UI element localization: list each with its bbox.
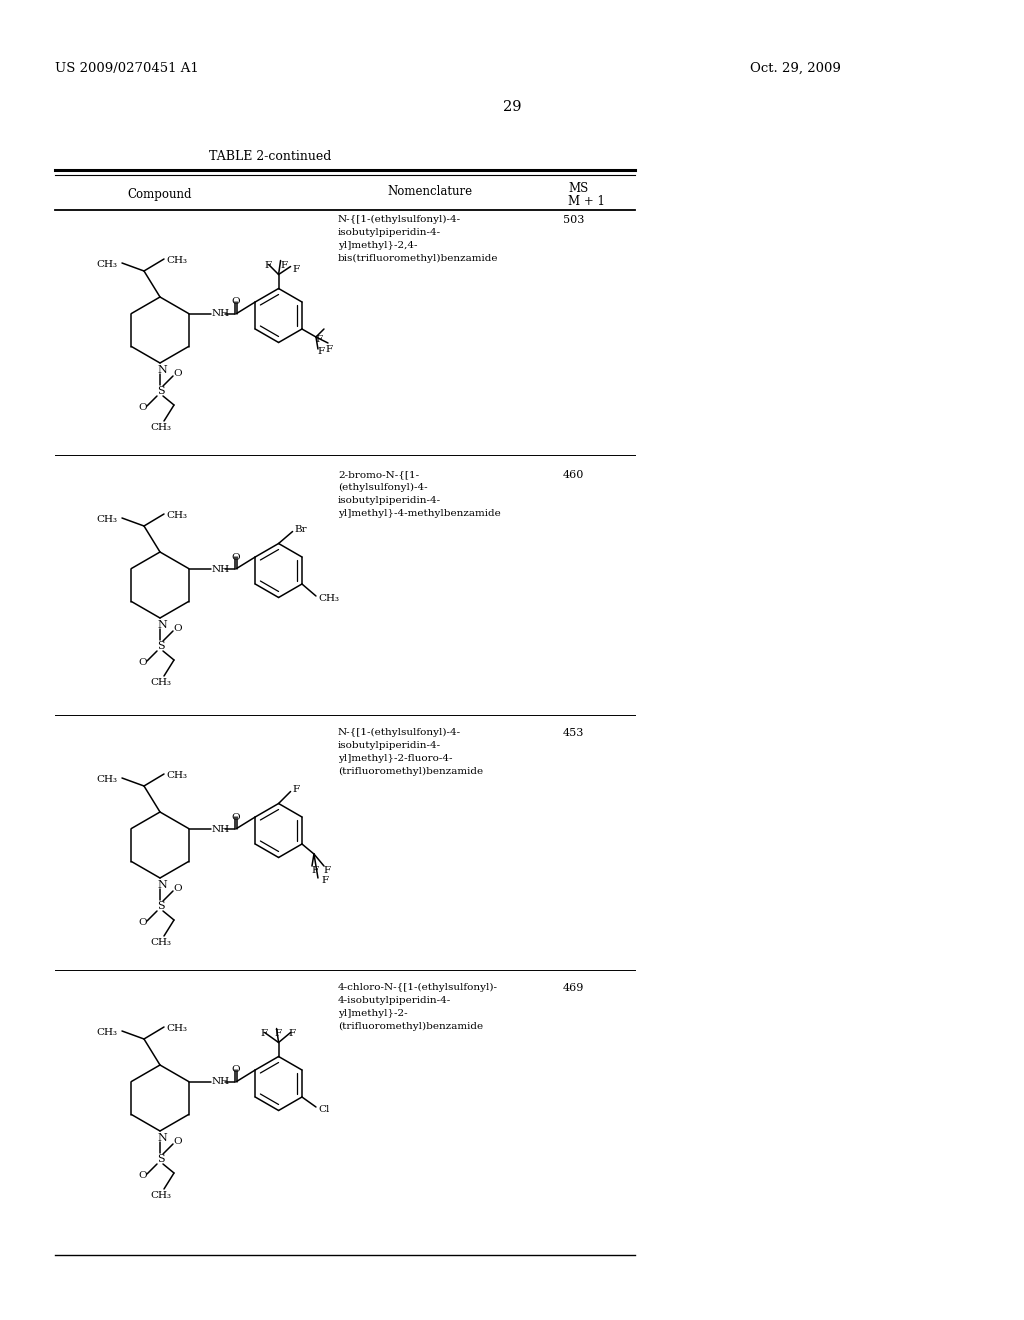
Text: O: O bbox=[231, 297, 241, 306]
Text: 2-bromo-N-{[1-: 2-bromo-N-{[1- bbox=[338, 470, 419, 479]
Text: Compound: Compound bbox=[128, 187, 193, 201]
Text: F: F bbox=[274, 1028, 282, 1038]
Text: NH: NH bbox=[212, 565, 229, 573]
Text: F: F bbox=[318, 347, 325, 356]
Text: Nomenclature: Nomenclature bbox=[387, 185, 472, 198]
Text: NH: NH bbox=[212, 1077, 229, 1086]
Text: CH₃: CH₃ bbox=[166, 1024, 187, 1034]
Text: O: O bbox=[138, 917, 146, 927]
Text: N-{[1-(ethylsulfonyl)-4-: N-{[1-(ethylsulfonyl)-4- bbox=[338, 729, 461, 737]
Text: MS: MS bbox=[568, 182, 588, 195]
Text: S: S bbox=[157, 1154, 165, 1164]
Text: 503: 503 bbox=[563, 215, 585, 224]
Text: O: O bbox=[231, 553, 241, 561]
Text: F: F bbox=[264, 260, 271, 269]
Text: F: F bbox=[324, 866, 331, 875]
Text: TABLE 2-continued: TABLE 2-continued bbox=[209, 150, 331, 162]
Text: 4-chloro-N-{[1-(ethylsulfonyl)-: 4-chloro-N-{[1-(ethylsulfonyl)- bbox=[338, 983, 498, 993]
Text: N: N bbox=[157, 366, 167, 375]
Text: CH₃: CH₃ bbox=[166, 511, 187, 520]
Text: O: O bbox=[173, 624, 181, 634]
Text: S: S bbox=[157, 642, 165, 651]
Text: N-{[1-(ethylsulfonyl)-4-: N-{[1-(ethylsulfonyl)-4- bbox=[338, 215, 461, 224]
Text: isobutylpiperidin-4-: isobutylpiperidin-4- bbox=[338, 741, 441, 750]
Text: O: O bbox=[173, 1137, 181, 1146]
Text: CH₃: CH₃ bbox=[96, 775, 117, 784]
Text: M + 1: M + 1 bbox=[568, 195, 605, 209]
Text: O: O bbox=[138, 403, 146, 412]
Text: bis(trifluoromethyl)benzamide: bis(trifluoromethyl)benzamide bbox=[338, 253, 499, 263]
Text: NH: NH bbox=[212, 825, 229, 833]
Text: 29: 29 bbox=[503, 100, 521, 114]
Text: CH₃: CH₃ bbox=[96, 515, 117, 524]
Text: isobutylpiperidin-4-: isobutylpiperidin-4- bbox=[338, 496, 441, 506]
Text: CH₃: CH₃ bbox=[150, 1191, 171, 1200]
Text: (trifluoromethyl)benzamide: (trifluoromethyl)benzamide bbox=[338, 767, 483, 776]
Text: CH₃: CH₃ bbox=[166, 256, 187, 265]
Text: CH₃: CH₃ bbox=[150, 678, 171, 686]
Text: F: F bbox=[326, 345, 333, 354]
Text: F: F bbox=[293, 785, 300, 795]
Text: O: O bbox=[231, 813, 241, 821]
Text: 469: 469 bbox=[563, 983, 585, 993]
Text: N: N bbox=[157, 620, 167, 630]
Text: O: O bbox=[231, 1065, 241, 1074]
Text: O: O bbox=[173, 370, 181, 378]
Text: 4-isobutylpiperidin-4-: 4-isobutylpiperidin-4- bbox=[338, 997, 452, 1005]
Text: yl]methyl}-2-fluoro-4-: yl]methyl}-2-fluoro-4- bbox=[338, 754, 453, 763]
Text: N: N bbox=[157, 1133, 167, 1143]
Text: US 2009/0270451 A1: US 2009/0270451 A1 bbox=[55, 62, 199, 75]
Text: yl]methyl}-2,4-: yl]methyl}-2,4- bbox=[338, 242, 418, 249]
Text: F: F bbox=[260, 1028, 267, 1038]
Text: 453: 453 bbox=[563, 729, 585, 738]
Text: Cl: Cl bbox=[318, 1105, 330, 1114]
Text: O: O bbox=[138, 657, 146, 667]
Text: S: S bbox=[157, 385, 165, 396]
Text: O: O bbox=[138, 1171, 146, 1180]
Text: NH: NH bbox=[212, 309, 229, 318]
Text: yl]methyl}-2-: yl]methyl}-2- bbox=[338, 1008, 408, 1018]
Text: Oct. 29, 2009: Oct. 29, 2009 bbox=[750, 62, 841, 75]
Text: CH₃: CH₃ bbox=[318, 594, 339, 603]
Text: CH₃: CH₃ bbox=[150, 939, 171, 946]
Text: CH₃: CH₃ bbox=[96, 1028, 117, 1038]
Text: yl]methyl}-4-methylbenzamide: yl]methyl}-4-methylbenzamide bbox=[338, 510, 501, 517]
Text: CH₃: CH₃ bbox=[166, 771, 187, 780]
Text: isobutylpiperidin-4-: isobutylpiperidin-4- bbox=[338, 228, 441, 238]
Text: F: F bbox=[293, 264, 300, 273]
Text: F: F bbox=[312, 866, 319, 875]
Text: F: F bbox=[322, 876, 329, 884]
Text: (trifluoromethyl)benzamide: (trifluoromethyl)benzamide bbox=[338, 1022, 483, 1031]
Text: S: S bbox=[157, 902, 165, 911]
Text: F: F bbox=[316, 335, 324, 345]
Text: (ethylsulfonyl)-4-: (ethylsulfonyl)-4- bbox=[338, 483, 428, 492]
Text: N: N bbox=[157, 880, 167, 890]
Text: O: O bbox=[173, 884, 181, 894]
Text: 460: 460 bbox=[563, 470, 585, 480]
Text: CH₃: CH₃ bbox=[150, 422, 171, 432]
Text: Br: Br bbox=[295, 525, 307, 535]
Text: F: F bbox=[289, 1028, 296, 1038]
Text: CH₃: CH₃ bbox=[96, 260, 117, 269]
Text: F: F bbox=[281, 260, 288, 269]
